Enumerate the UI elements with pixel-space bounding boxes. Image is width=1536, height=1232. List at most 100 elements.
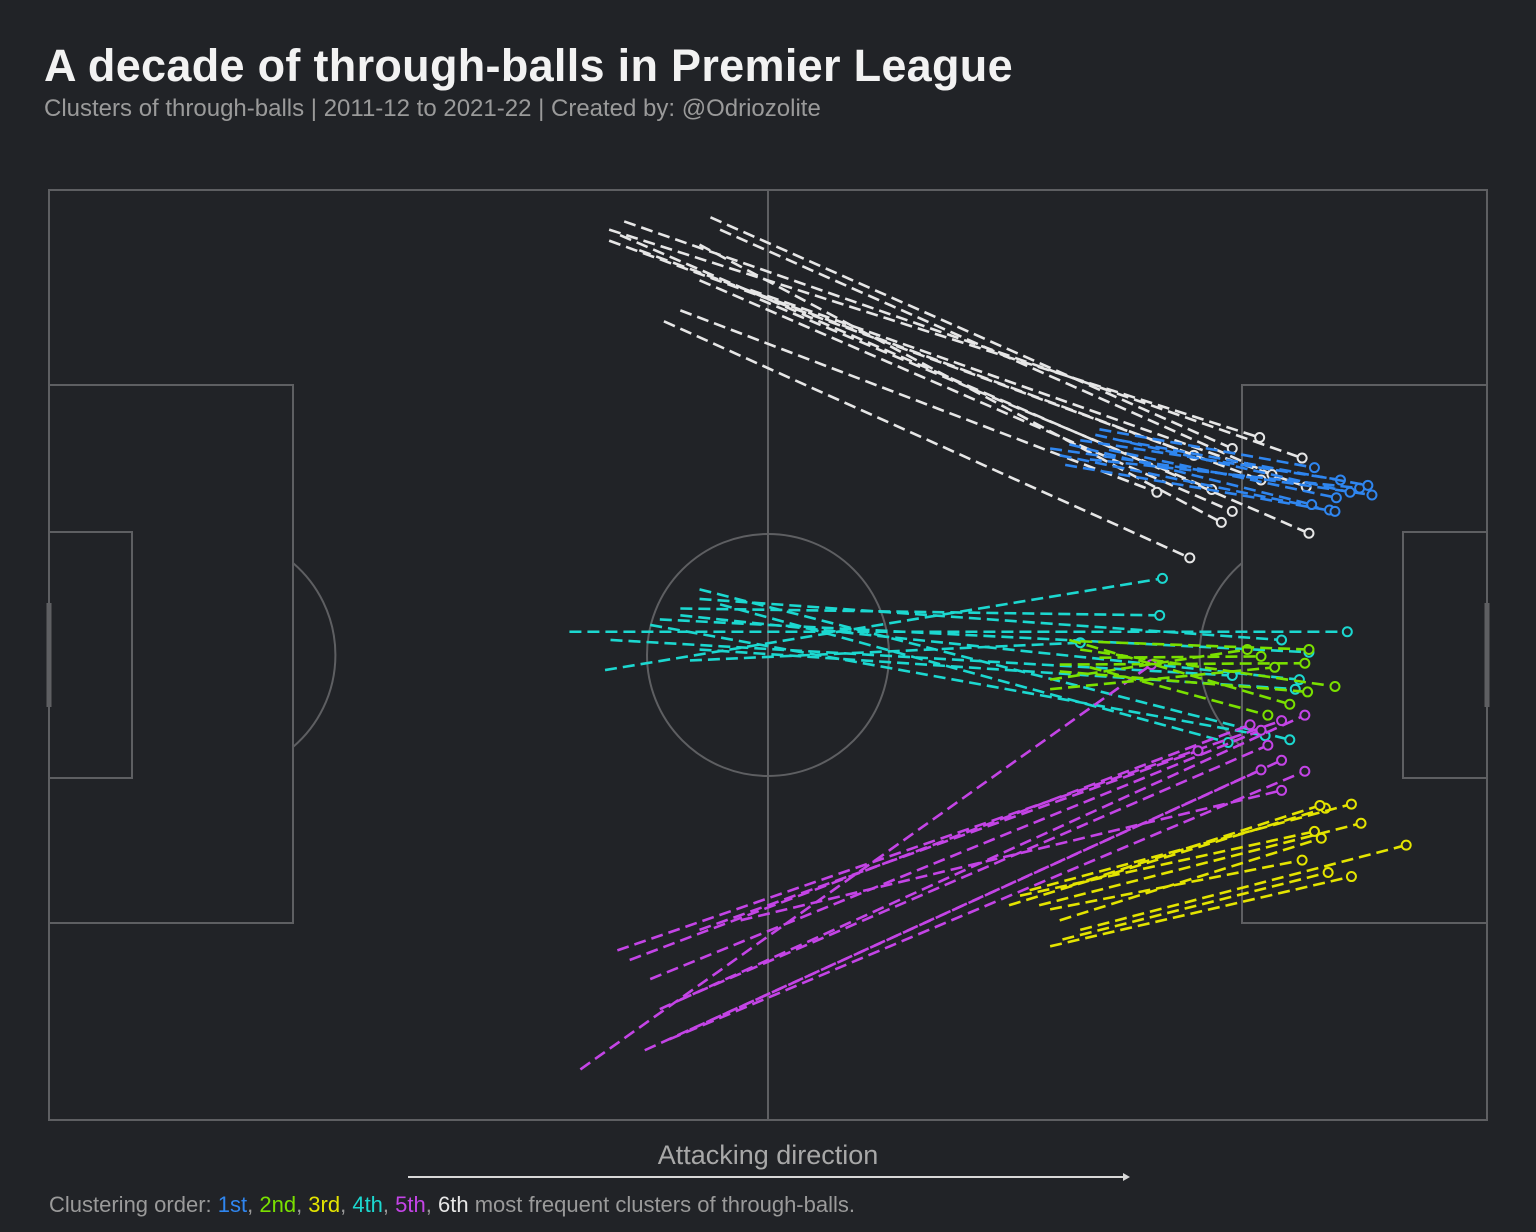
pass-line <box>1059 661 1305 666</box>
pass-end-marker <box>1154 609 1166 621</box>
pass-end-marker <box>1255 724 1267 736</box>
attacking-direction-label: Attacking direction <box>657 1140 879 1170</box>
pass-end-marker <box>1299 657 1311 669</box>
pass-line <box>759 298 1213 491</box>
pass-end-marker <box>1296 854 1308 866</box>
pass-end-marker <box>1344 486 1356 498</box>
pass-end-marker <box>1276 634 1288 646</box>
pass-line <box>679 744 1269 1001</box>
pass-end-marker <box>1255 764 1267 776</box>
pass-line <box>1049 648 1248 681</box>
pass-end-marker <box>1355 817 1367 829</box>
legend-item-6th: 6th <box>437 1192 469 1217</box>
legend-separator: , <box>296 1192 309 1217</box>
pass-line <box>608 228 1261 439</box>
pass-line <box>1008 806 1326 907</box>
cluster-1st <box>1049 428 1378 517</box>
pass-end-marker <box>1299 765 1311 777</box>
pass-line <box>699 597 1282 642</box>
cluster-5th <box>579 659 1311 1071</box>
pass-end-marker <box>1215 516 1227 528</box>
pass-end-marker <box>1299 709 1311 721</box>
legend-separator: , <box>247 1192 260 1217</box>
pass-end-marker <box>1314 799 1326 811</box>
pass-end-marker <box>1400 839 1412 851</box>
pass-line <box>604 577 1163 672</box>
pass-line <box>579 663 1153 1071</box>
legend-item-5th: 5th <box>395 1192 426 1217</box>
pass-line <box>1049 666 1275 691</box>
pass-line <box>1049 447 1373 497</box>
legend-separator: , <box>382 1192 396 1217</box>
chart-title: A decade of through-balls in Premier Lea… <box>44 40 1013 91</box>
pass-end-marker <box>1341 626 1353 638</box>
left-goal-area <box>48 531 133 779</box>
right-penalty-arc <box>1198 562 1243 748</box>
cluster-4th <box>569 572 1353 749</box>
pass-end-marker <box>1296 452 1308 464</box>
legend-separator: , <box>340 1192 353 1217</box>
pass-end-marker <box>1156 572 1168 584</box>
pass-line <box>629 723 1251 962</box>
pass-end-marker <box>1284 698 1296 710</box>
pass-end-marker <box>1184 552 1196 564</box>
right-penalty-area <box>1241 384 1488 924</box>
pass-end-marker <box>1308 462 1320 474</box>
pass-end-marker <box>1308 825 1320 837</box>
pass-line <box>1062 871 1329 941</box>
pass-line <box>1049 875 1352 948</box>
pass-end-marker <box>1345 871 1357 883</box>
pass-line <box>1089 666 1269 717</box>
pass-line <box>649 623 1266 737</box>
pass-line <box>1099 655 1262 660</box>
pass-line <box>680 614 1300 681</box>
pass-line <box>1059 837 1322 922</box>
pass-end-marker <box>1276 715 1288 727</box>
pass-line <box>749 288 1307 489</box>
legend-item-4th: 4th <box>352 1192 383 1217</box>
pass-line <box>719 228 1273 476</box>
pass-end-marker <box>1322 866 1334 878</box>
pass-line <box>610 638 1233 677</box>
attacking-direction-arrow <box>408 1173 1130 1181</box>
right-goal-area <box>1402 531 1488 779</box>
legend-suffix: most frequent clusters of through-balls. <box>468 1192 855 1217</box>
pass-end-marker <box>1269 661 1281 673</box>
pass-line <box>1119 439 1369 487</box>
pass-end-marker <box>1151 486 1163 498</box>
pass-end-marker <box>1303 644 1315 656</box>
pass-line <box>1108 448 1337 499</box>
pass-line <box>623 220 1303 460</box>
pass-line <box>1080 648 1336 688</box>
pass-end-marker <box>1192 745 1204 757</box>
pass-end-marker <box>1345 798 1357 810</box>
pass-line <box>1068 804 1321 888</box>
legend-item-2nd: 2nd <box>259 1192 297 1217</box>
pass-end-marker <box>1262 709 1274 721</box>
pass-line <box>680 607 1160 617</box>
pass-line <box>659 713 1306 1011</box>
legend-separator: , <box>425 1192 438 1217</box>
left-penalty-area <box>48 384 294 924</box>
pass-end-marker <box>1254 432 1266 444</box>
left-penalty-arc <box>292 562 337 748</box>
pass-line <box>1059 670 1308 694</box>
pass-line <box>699 588 1291 742</box>
pass-line <box>689 641 1081 662</box>
pass-line <box>659 618 1310 654</box>
pass-end-marker <box>1244 719 1256 731</box>
pass-end-marker <box>1366 489 1378 501</box>
cluster-3rd <box>1008 798 1412 948</box>
legend-item-3rd: 3rd <box>308 1192 341 1217</box>
pass-line <box>719 603 1229 744</box>
pass-line <box>699 279 1233 513</box>
pass-end-marker <box>1330 492 1342 504</box>
legend-prefix: Clustering order: <box>49 1192 218 1217</box>
pass-line <box>1049 858 1303 911</box>
pass-end-marker <box>1226 505 1238 517</box>
pass-line <box>1068 638 1291 706</box>
chart-subtitle: Clusters of through-balls | 2011-12 to 2… <box>44 95 821 122</box>
cluster-6th <box>608 216 1315 564</box>
pass-line <box>1059 454 1330 512</box>
